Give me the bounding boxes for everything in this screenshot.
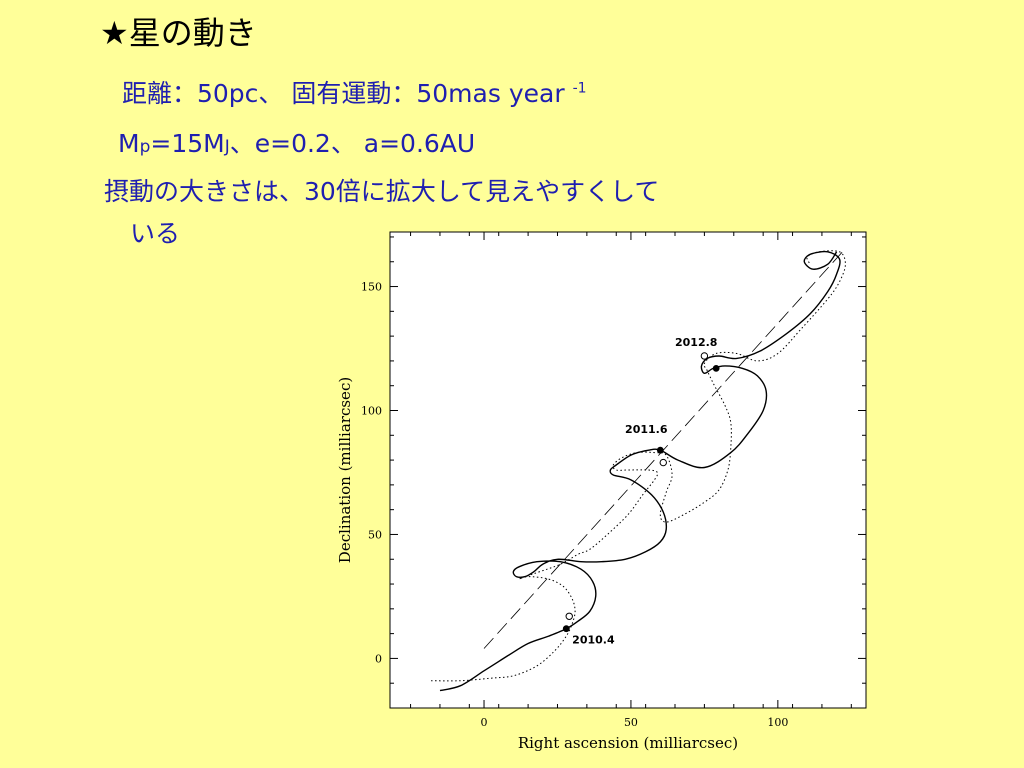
x-tick-label: 0 — [481, 716, 488, 729]
distance-proper-motion-text: 距離：50pc、 固有運動：50mas year -1 — [122, 74, 587, 110]
line1-superscript: -1 — [572, 80, 587, 97]
magnification-note-line2: いる — [130, 219, 181, 248]
open-marker — [659, 458, 667, 467]
y-tick-label: 0 — [375, 652, 382, 665]
axis-ticks: 0 50 100 0 50 100 150 — [361, 232, 866, 729]
y-tick-label: 100 — [361, 405, 382, 418]
line2-orbit-values: 、e=0.2、 a=0.6AU — [229, 129, 476, 158]
x-axis-label: Right ascension (milliarcsec) — [518, 734, 738, 752]
slide-title: ★星の動き — [100, 14, 257, 52]
filled-marker — [712, 364, 720, 372]
filled-marker — [562, 625, 570, 633]
filled-marker — [656, 446, 664, 454]
line2-mass-value: =15M — [150, 129, 225, 158]
open-marker — [700, 352, 709, 360]
x-tick-label: 100 — [767, 716, 788, 729]
planet-parameters-text: Mp=15MJ、e=0.2、 a=0.6AU — [118, 124, 475, 160]
y-tick-label: 150 — [361, 281, 382, 294]
line2-jupiter-subscript: J — [224, 137, 230, 157]
plot-frame — [389, 231, 867, 709]
y-axis-label: Declination (milliarcsec) — [336, 377, 354, 563]
series-line-solid — [439, 250, 841, 692]
open-marker — [565, 612, 573, 620]
astrometric-motion-chart: 0 50 100 0 50 100 150 2010.4 2011.6 2012.8 Right… — [336, 231, 867, 752]
epoch-label: 2011.6 — [625, 423, 668, 436]
series-line-dotted — [431, 250, 846, 682]
y-tick-label: 50 — [368, 528, 382, 541]
line2-planet-subscript: p — [139, 137, 151, 157]
line1-text: 距離：50pc、 固有運動：50mas year — [122, 79, 565, 108]
x-tick-label: 50 — [624, 716, 638, 729]
magnification-note-line1: 摂動の大きさは、30倍に拡大して見えやすくして — [104, 177, 660, 206]
line2-mass-symbol: M — [118, 129, 140, 158]
epoch-label: 2012.8 — [675, 336, 717, 349]
epoch-markers: 2010.4 2011.6 2012.8 — [562, 336, 720, 647]
epoch-label: 2010.4 — [572, 634, 615, 647]
